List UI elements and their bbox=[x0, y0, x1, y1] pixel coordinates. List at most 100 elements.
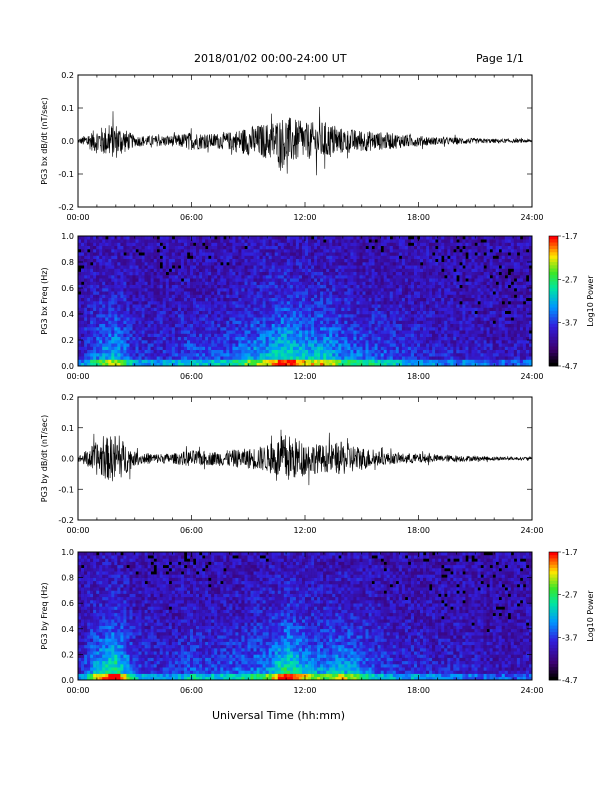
spectrogram-cell bbox=[371, 288, 375, 292]
spectrogram-cell bbox=[302, 359, 306, 363]
spectrogram-cell bbox=[274, 333, 278, 337]
spectrogram-cell bbox=[244, 304, 248, 308]
spectrogram-cell bbox=[329, 307, 333, 311]
spectrogram-cell bbox=[332, 284, 336, 289]
spectrogram-cell bbox=[193, 239, 197, 243]
spectrogram-cell bbox=[135, 268, 139, 272]
spectrogram-cell bbox=[326, 314, 330, 318]
spectrogram-cell bbox=[208, 297, 212, 302]
spectrogram-cell bbox=[93, 268, 97, 272]
spectrogram-cell bbox=[174, 310, 179, 315]
spectrogram-cell bbox=[295, 255, 300, 259]
spectrogram-cell bbox=[280, 245, 285, 250]
spectrogram-cell bbox=[302, 343, 306, 347]
spectrogram-cell bbox=[314, 317, 318, 321]
spectrogram-cell bbox=[414, 265, 418, 269]
spectrogram-cell bbox=[332, 349, 336, 354]
spectrogram-cell bbox=[96, 359, 100, 363]
spectrogram-cell bbox=[338, 353, 342, 357]
spectrogram-cell bbox=[414, 333, 418, 337]
spectrogram-cell bbox=[435, 330, 439, 334]
spectrogram-cell bbox=[180, 362, 185, 367]
spectrogram-cell bbox=[229, 323, 233, 328]
spectrogram-cell bbox=[220, 258, 224, 263]
spectrogram-cell bbox=[171, 239, 176, 243]
spectrogram-cell bbox=[280, 301, 285, 305]
spectrogram-cell bbox=[426, 359, 430, 363]
spectrogram-cell bbox=[404, 310, 409, 315]
spectrogram-cell bbox=[256, 284, 260, 289]
spectrogram-cell bbox=[356, 245, 360, 250]
spectrogram-cell bbox=[395, 346, 400, 350]
spectrogram-cell bbox=[317, 294, 321, 298]
spectrogram-cell bbox=[196, 323, 200, 328]
spectrogram-cell bbox=[217, 359, 221, 363]
spectrogram-cell bbox=[81, 242, 85, 246]
spectrogram-cell bbox=[359, 343, 363, 347]
spectrogram-cell bbox=[138, 356, 142, 360]
spectrogram-cell bbox=[250, 268, 254, 272]
spectrogram-cell bbox=[317, 252, 321, 256]
spectrogram-cell bbox=[162, 284, 166, 289]
spectrogram-cell bbox=[329, 336, 333, 341]
spectrogram-cell bbox=[174, 317, 179, 321]
spectrogram-cell bbox=[305, 281, 309, 285]
spectrogram-cell bbox=[314, 343, 318, 347]
spectrogram-cell bbox=[171, 258, 176, 263]
spectrogram-cell bbox=[268, 304, 272, 308]
spectrogram-cell bbox=[438, 353, 442, 357]
spectrogram-cell bbox=[329, 242, 333, 246]
spectrogram-cell bbox=[187, 249, 191, 253]
spectrogram-cell bbox=[84, 314, 88, 318]
spectrogram-cell bbox=[147, 301, 151, 305]
spectrogram-cell bbox=[183, 327, 188, 331]
spectrogram-cell bbox=[311, 297, 315, 302]
spectrogram-cell bbox=[401, 320, 406, 324]
spectrogram-cell bbox=[232, 317, 236, 321]
spectrogram-cell bbox=[262, 271, 266, 276]
spectrogram-cell bbox=[177, 340, 182, 344]
spectrogram-cell bbox=[332, 281, 336, 285]
spectrogram-cell bbox=[168, 249, 173, 253]
spectrogram-cell bbox=[259, 258, 263, 263]
spectrogram-cell bbox=[329, 288, 333, 292]
spectrogram-cell bbox=[298, 297, 303, 302]
spectrogram-cell bbox=[81, 314, 85, 318]
spectrogram-cell bbox=[265, 314, 269, 318]
spectrogram-cell bbox=[193, 317, 197, 321]
spectrogram-cell bbox=[114, 242, 118, 246]
spectrogram-cell bbox=[341, 304, 345, 308]
spectrogram-cell bbox=[380, 301, 384, 305]
spectrogram-cell bbox=[241, 245, 245, 250]
spectrogram-cell bbox=[326, 333, 330, 337]
spectrogram-cell bbox=[187, 353, 191, 357]
spectrogram-cell bbox=[138, 333, 142, 337]
spectrogram-cell bbox=[414, 343, 418, 347]
spectrogram-cell bbox=[117, 255, 121, 259]
spectrogram-cell bbox=[326, 317, 330, 321]
spectrogram-cell bbox=[156, 281, 160, 285]
spectrogram-cell bbox=[265, 288, 269, 292]
spectrogram-cell bbox=[344, 271, 348, 276]
spectrogram-cell bbox=[217, 301, 221, 305]
spectrogram-cell bbox=[220, 301, 224, 305]
spectrogram-cell bbox=[202, 284, 206, 289]
spectrogram-cell bbox=[368, 271, 372, 276]
spectrogram-cell bbox=[78, 275, 82, 279]
spectrogram-cell bbox=[241, 268, 245, 272]
spectrogram-cell bbox=[159, 323, 163, 328]
spectrogram-cell bbox=[153, 271, 157, 276]
spectrogram-cell bbox=[277, 310, 282, 315]
spectrogram-cell bbox=[232, 284, 236, 289]
spectrogram-cell bbox=[226, 356, 230, 360]
spectrogram-cell bbox=[435, 288, 439, 292]
spectrogram-cell bbox=[208, 239, 212, 243]
spectrogram-cell bbox=[377, 242, 381, 246]
spectrogram-cell bbox=[259, 340, 263, 344]
spectrogram-cell bbox=[295, 353, 300, 357]
spectrogram-cell bbox=[414, 323, 418, 328]
spectrogram-cell bbox=[78, 281, 82, 285]
spectrogram-cell bbox=[117, 353, 121, 357]
spectrogram-cell bbox=[286, 314, 291, 318]
spectrogram-cell bbox=[298, 327, 303, 331]
